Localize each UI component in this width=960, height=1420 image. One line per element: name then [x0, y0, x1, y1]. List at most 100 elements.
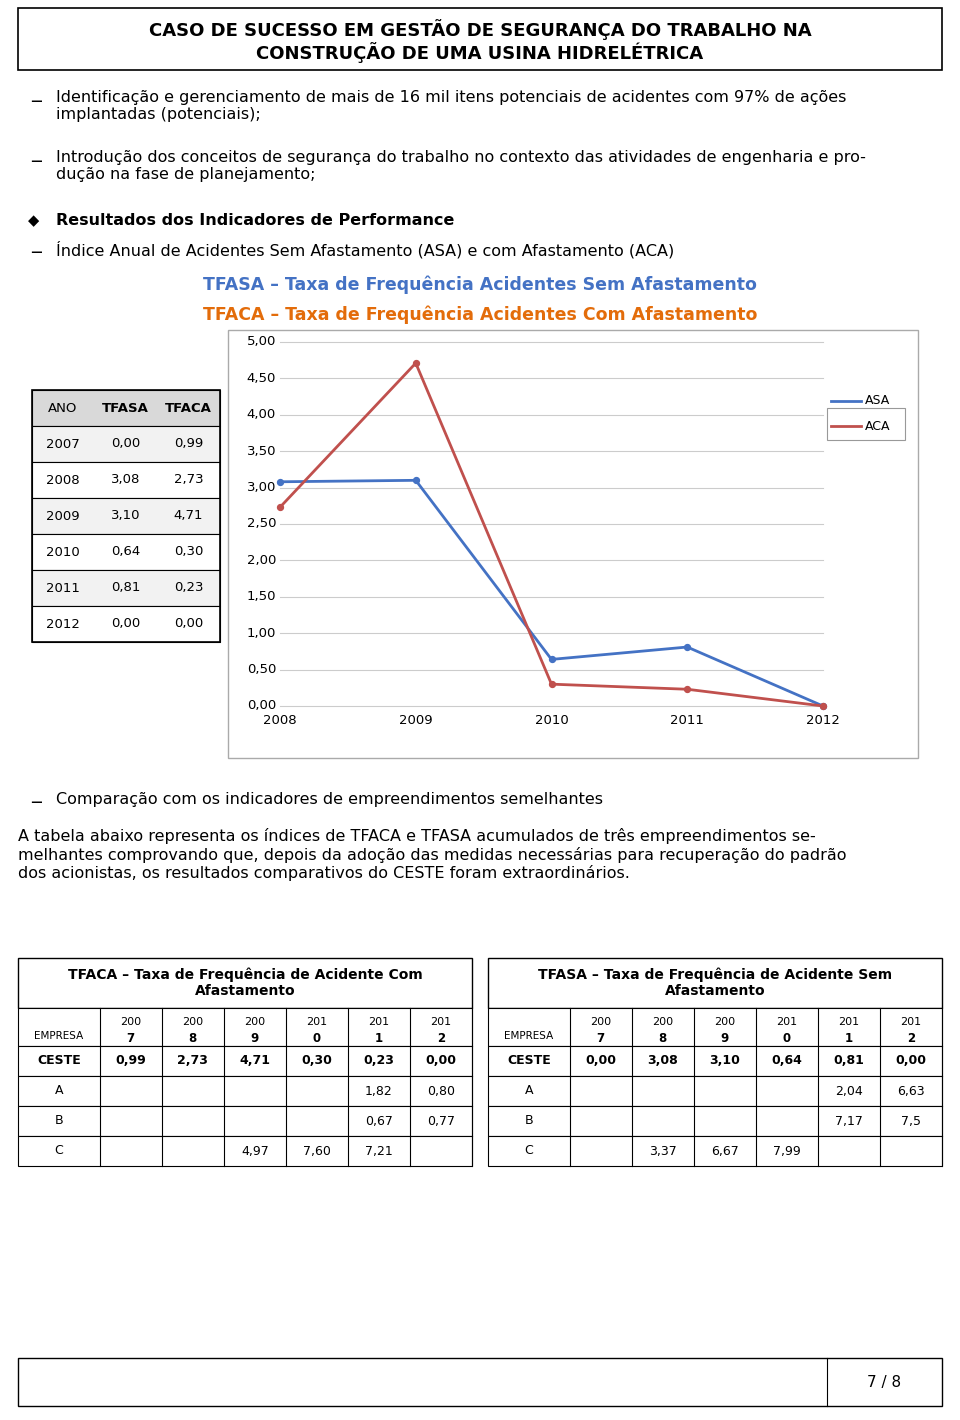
Text: 0,00: 0,00: [247, 700, 276, 713]
Text: 201: 201: [777, 1017, 798, 1027]
Text: ‒: ‒: [30, 792, 42, 812]
Text: 3,08: 3,08: [647, 1055, 678, 1068]
Text: 0,81: 0,81: [833, 1055, 864, 1068]
Bar: [32, 569, 220, 606]
Text: 200: 200: [652, 1017, 673, 1027]
Text: 7,17: 7,17: [835, 1115, 863, 1127]
Text: C: C: [55, 1145, 63, 1157]
Text: 3,00: 3,00: [247, 481, 276, 494]
Text: CONSTRUÇÃO DE UMA USINA HIDRELÉTRICA: CONSTRUÇÃO DE UMA USINA HIDRELÉTRICA: [256, 43, 704, 62]
Bar: [32, 462, 220, 498]
Text: 201: 201: [838, 1017, 859, 1027]
Text: 2,04: 2,04: [835, 1085, 863, 1098]
Text: B: B: [524, 1115, 533, 1127]
Text: 0,77: 0,77: [427, 1115, 455, 1127]
Text: CESTE: CESTE: [507, 1055, 551, 1068]
Text: Comparação com os indicadores de empreendimentos semelhantes: Comparação com os indicadores de empreen…: [56, 792, 603, 807]
Text: 201: 201: [369, 1017, 390, 1027]
Bar: [32, 391, 220, 642]
Text: 8: 8: [659, 1031, 667, 1045]
Text: 2,73: 2,73: [178, 1055, 208, 1068]
Text: ‒: ‒: [30, 92, 42, 111]
Point: [680, 677, 695, 700]
Text: TFACA: TFACA: [165, 402, 212, 415]
Text: 2010: 2010: [46, 545, 80, 558]
Text: A: A: [524, 1085, 533, 1098]
Text: ‒: ‒: [30, 243, 42, 263]
Text: 201: 201: [306, 1017, 327, 1027]
Text: 4,50: 4,50: [247, 372, 276, 385]
Bar: [32, 426, 220, 462]
Bar: [488, 1136, 942, 1166]
Bar: [488, 1008, 942, 1047]
Text: 7,60: 7,60: [303, 1145, 331, 1157]
Text: 7: 7: [597, 1031, 605, 1045]
Text: 0,00: 0,00: [425, 1055, 456, 1068]
Bar: [488, 1106, 942, 1136]
Bar: [488, 1047, 942, 1076]
Text: 201: 201: [900, 1017, 922, 1027]
Bar: [32, 606, 220, 642]
Text: 0,64: 0,64: [772, 1055, 803, 1068]
Bar: [32, 498, 220, 534]
Text: 2011: 2011: [670, 714, 705, 727]
Text: 0,30: 0,30: [301, 1055, 332, 1068]
Text: 0,00: 0,00: [586, 1055, 616, 1068]
Text: 2,73: 2,73: [174, 473, 204, 487]
Point: [543, 673, 559, 696]
Text: B: B: [55, 1115, 63, 1127]
Text: TFACA – Taxa de Frequência de Acidente Com
Afastamento: TFACA – Taxa de Frequência de Acidente C…: [67, 967, 422, 998]
Text: 5,00: 5,00: [247, 335, 276, 348]
Point: [408, 352, 423, 375]
Point: [815, 694, 830, 717]
Text: 0,00: 0,00: [110, 437, 140, 450]
Bar: [827, 408, 905, 440]
Point: [273, 470, 288, 493]
Text: 0,00: 0,00: [896, 1055, 926, 1068]
Text: 7: 7: [127, 1031, 134, 1045]
Text: 200: 200: [244, 1017, 265, 1027]
Text: ANO: ANO: [48, 402, 78, 415]
Text: 0,80: 0,80: [427, 1085, 455, 1098]
Bar: [228, 329, 918, 758]
Text: 0,00: 0,00: [110, 618, 140, 630]
Bar: [18, 9, 942, 70]
Bar: [18, 1008, 472, 1047]
Text: ASA: ASA: [865, 395, 890, 408]
Text: 200: 200: [120, 1017, 141, 1027]
Text: TFASA – Taxa de Frequência de Acidente Sem
Afastamento: TFASA – Taxa de Frequência de Acidente S…: [538, 967, 892, 998]
Text: 0,64: 0,64: [110, 545, 140, 558]
Text: 200: 200: [182, 1017, 204, 1027]
Text: 4,00: 4,00: [247, 409, 276, 422]
Text: 2: 2: [437, 1031, 445, 1045]
Point: [273, 496, 288, 518]
Text: 200: 200: [590, 1017, 612, 1027]
Text: 3,10: 3,10: [709, 1055, 740, 1068]
Text: 3,37: 3,37: [649, 1145, 677, 1157]
Text: EMPRESA: EMPRESA: [35, 1031, 84, 1041]
Point: [680, 636, 695, 659]
Text: 2,00: 2,00: [247, 554, 276, 567]
Text: 7,99: 7,99: [773, 1145, 801, 1157]
Text: 3,50: 3,50: [247, 444, 276, 457]
Text: 1,00: 1,00: [247, 626, 276, 639]
Text: A tabela abaixo representa os índices de TFACA e TFASA acumulados de três empree: A tabela abaixo representa os índices de…: [18, 828, 847, 882]
Text: 2009: 2009: [46, 510, 80, 523]
Text: ◆: ◆: [29, 213, 39, 229]
Text: Resultados dos Indicadores de Performance: Resultados dos Indicadores de Performanc…: [56, 213, 454, 229]
Text: 0,99: 0,99: [115, 1055, 146, 1068]
Text: 7,5: 7,5: [901, 1115, 921, 1127]
Text: CASO DE SUCESSO EM GESTÃO DE SEGURANÇA DO TRABALHO NA: CASO DE SUCESSO EM GESTÃO DE SEGURANÇA D…: [149, 20, 811, 40]
Text: 4,71: 4,71: [239, 1055, 271, 1068]
Bar: [18, 1358, 942, 1406]
Text: TFASA – Taxa de Frequência Acidentes Sem Afastamento: TFASA – Taxa de Frequência Acidentes Sem…: [204, 275, 756, 294]
Text: 200: 200: [714, 1017, 735, 1027]
Text: TFASA: TFASA: [102, 402, 149, 415]
Text: 4,71: 4,71: [174, 510, 204, 523]
Text: 2011: 2011: [46, 582, 80, 595]
Text: 2010: 2010: [535, 714, 568, 727]
Text: 8: 8: [189, 1031, 197, 1045]
Text: 2012: 2012: [46, 618, 80, 630]
Text: 2009: 2009: [399, 714, 433, 727]
Text: 1: 1: [845, 1031, 853, 1045]
